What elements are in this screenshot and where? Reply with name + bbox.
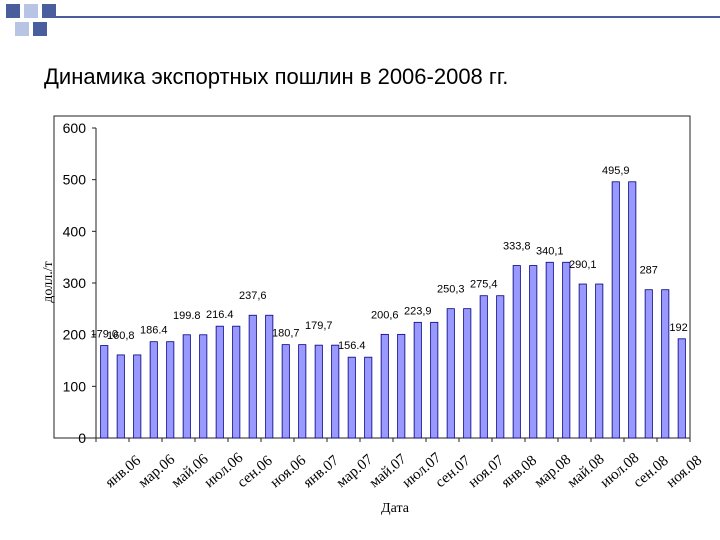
bar (430, 321, 439, 439)
bar (331, 344, 340, 439)
y-tick-label: 200 (63, 327, 87, 343)
y-tick-label: 400 (63, 223, 87, 239)
y-tick-label: 600 (63, 120, 87, 136)
deco-square (6, 4, 20, 18)
y-tick-label: 300 (63, 275, 87, 291)
data-label: 340,1 (536, 245, 564, 257)
data-label: 216.4 (206, 309, 234, 321)
decorative-squares (6, 4, 56, 36)
bar (413, 321, 422, 439)
bar (397, 333, 406, 439)
bar (298, 344, 307, 439)
bar (677, 338, 686, 439)
data-label: 199.8 (173, 310, 201, 322)
data-label: 160,8 (107, 330, 135, 342)
bar (661, 289, 670, 439)
x-tick-label: мар.07 (334, 451, 377, 491)
bar (265, 314, 274, 439)
bar (496, 295, 505, 439)
deco-square (15, 22, 29, 36)
x-tick-label: мар.08 (532, 452, 575, 491)
x-tick-label: ноя.08 (664, 453, 706, 492)
bar (182, 334, 191, 439)
x-tick-label: ноя.07 (466, 452, 508, 491)
data-label: 287 (640, 265, 658, 277)
deco-square (33, 22, 47, 36)
bar (116, 354, 125, 439)
x-tick-label: май.08 (565, 451, 608, 491)
bar (149, 341, 158, 439)
bar (314, 344, 323, 439)
bar (248, 314, 257, 439)
bar (364, 356, 373, 439)
y-axis-label: долл./т (41, 261, 56, 302)
bar (133, 354, 142, 439)
header-rule (50, 16, 720, 18)
bar (562, 261, 571, 439)
deco-square (42, 4, 56, 18)
data-label: 333,8 (503, 241, 531, 253)
slide-title: Динамика экспортных пошлин в 2006-2008 г… (44, 64, 509, 89)
data-label: 179,7 (305, 320, 333, 332)
bar (347, 356, 356, 439)
data-label: 290,1 (569, 259, 597, 271)
y-tick-label: 500 (63, 172, 87, 188)
bar (232, 325, 241, 439)
data-label: 223,9 (404, 305, 432, 317)
bar (578, 283, 587, 439)
data-label: 275,4 (470, 279, 498, 291)
x-axis-label: Дата (381, 501, 410, 516)
bar (545, 261, 554, 439)
bar (611, 181, 620, 439)
bar (512, 265, 521, 439)
bar (529, 265, 538, 439)
x-tick-label: мар.06 (136, 451, 179, 491)
bar (628, 181, 637, 439)
data-label: 186.4 (140, 325, 168, 337)
bar (100, 345, 109, 439)
y-tick-label: 100 (63, 378, 87, 394)
bar (463, 308, 472, 439)
data-label: 200,6 (371, 309, 399, 321)
data-label: 192 (669, 322, 687, 334)
bar (446, 308, 455, 439)
deco-square (24, 4, 38, 18)
bar (479, 295, 488, 439)
data-label: 495,9 (602, 165, 630, 177)
bar (644, 289, 653, 439)
y-tick-label: 0 (78, 430, 86, 446)
data-label: 156.4 (338, 340, 366, 352)
data-label: 250,3 (437, 284, 465, 296)
bar (199, 334, 208, 439)
data-label: 179,0 (90, 329, 118, 341)
bar (281, 344, 290, 439)
bar (595, 283, 604, 439)
x-tick-label: янв.08 (499, 453, 541, 491)
x-tick-label: ноя.06 (268, 452, 310, 491)
bar (166, 341, 175, 439)
x-tick-label: янв.06 (103, 452, 145, 491)
data-label: 180,7 (272, 328, 300, 340)
x-tick-label: янв.07 (301, 452, 343, 491)
bar (215, 325, 224, 439)
data-label: 237,6 (239, 290, 267, 302)
bar (380, 333, 389, 439)
